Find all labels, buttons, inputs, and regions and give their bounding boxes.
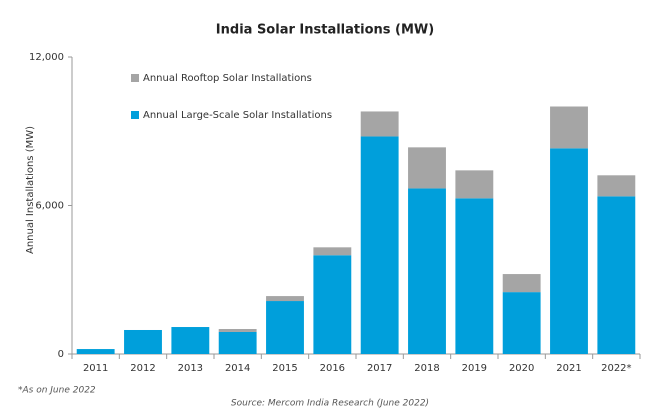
- x-tick-label: 2021: [556, 363, 581, 374]
- x-tick-label: 2014: [225, 363, 250, 374]
- bar-segment: [360, 111, 399, 137]
- bar-segment: [124, 329, 162, 354]
- x-tick-label: 2020: [509, 363, 534, 374]
- bar-segment: [455, 170, 494, 199]
- y-tick-label: 6,000: [35, 201, 64, 212]
- bar-segment: [76, 349, 115, 354]
- y-tick-label: 0: [58, 349, 64, 360]
- bar-segment: [597, 196, 636, 354]
- bar-segment: [313, 255, 352, 354]
- x-tick-label: 2012: [130, 363, 155, 374]
- bar-segment: [550, 106, 588, 149]
- legend-label: Annual Large-Scale Solar Installations: [143, 110, 332, 121]
- legend-swatch: [131, 74, 139, 82]
- x-tick-label: 2016: [320, 363, 345, 374]
- bar-segment: [266, 301, 304, 354]
- y-tick-label: 12,000: [29, 52, 64, 63]
- y-axis-label: Annual Installations (MW): [25, 126, 36, 254]
- footnote: *As on June 2022: [18, 386, 96, 396]
- bar-segment: [218, 331, 257, 354]
- x-tick-label: 2017: [367, 363, 392, 374]
- x-tick-label: 2019: [462, 363, 487, 374]
- x-tick-label: 2013: [178, 363, 203, 374]
- bar-segment: [408, 188, 446, 354]
- bar-segment: [408, 147, 446, 189]
- source: Source: Mercom India Research (June 2022…: [231, 399, 429, 409]
- bar-segment: [171, 327, 210, 354]
- bar-segment: [597, 175, 636, 197]
- legend-swatch: [131, 111, 139, 119]
- x-tick-label: 2011: [83, 363, 108, 374]
- x-tick-label: 2018: [414, 363, 439, 374]
- bar-segment: [502, 274, 541, 293]
- bar-segment: [455, 198, 494, 354]
- bar-segment: [360, 136, 399, 354]
- bar-segment: [313, 247, 352, 256]
- x-tick-label: 2022*: [601, 363, 631, 374]
- bar-segment: [266, 296, 304, 302]
- x-tick-label: 2015: [272, 363, 297, 374]
- chart-title: India Solar Installations (MW): [216, 23, 434, 38]
- legend-label: Annual Rooftop Solar Installations: [143, 73, 312, 84]
- bar-segment: [502, 292, 541, 354]
- bar-segment: [550, 148, 588, 354]
- bar-segment: [218, 329, 257, 332]
